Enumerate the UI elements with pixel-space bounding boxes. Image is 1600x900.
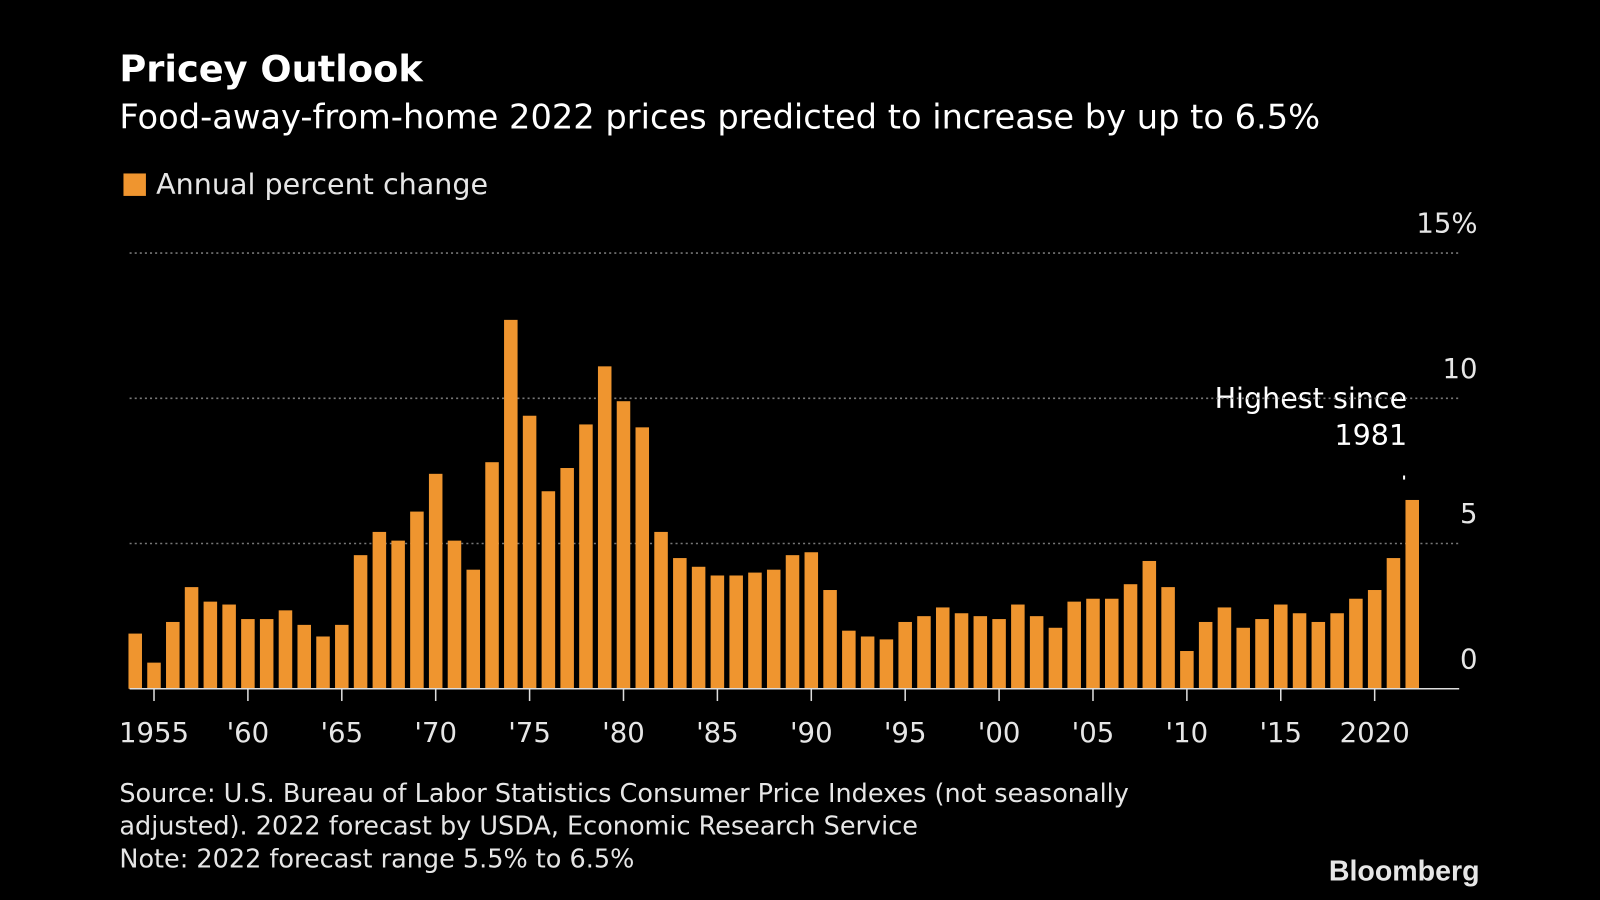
bar <box>166 621 180 689</box>
bar <box>748 572 762 689</box>
bar <box>1292 613 1307 689</box>
bar <box>654 531 668 689</box>
bar <box>316 636 330 689</box>
legend-swatch <box>123 173 146 196</box>
x-tick-label: '60 <box>227 717 270 749</box>
bar <box>898 621 912 689</box>
y-tick-label: 15% <box>1416 208 1477 240</box>
bar <box>935 607 950 689</box>
bar <box>1405 499 1419 689</box>
bar <box>1198 621 1213 689</box>
bar <box>335 624 349 689</box>
bar <box>504 319 518 689</box>
x-tick-label: 1955 <box>119 717 189 749</box>
bar <box>447 540 462 689</box>
bar <box>673 558 687 689</box>
bar <box>1274 604 1288 689</box>
source: Source: U.S. Bureau of Labor Statistics … <box>119 779 1128 809</box>
x-tick-label: '05 <box>1072 717 1115 749</box>
bar <box>1105 598 1119 689</box>
bar <box>1067 601 1081 689</box>
bar <box>1048 627 1063 689</box>
x-tick-label: '95 <box>884 717 927 749</box>
bar <box>184 587 199 689</box>
bar <box>466 569 481 689</box>
bar <box>804 552 819 689</box>
note: Note: 2022 forecast range 5.5% to 6.5% <box>119 844 634 874</box>
bar <box>785 555 800 689</box>
bar <box>992 619 1006 689</box>
bar <box>1142 560 1157 689</box>
bar <box>1386 558 1401 689</box>
bar <box>410 511 424 689</box>
bar <box>710 575 725 689</box>
bar <box>297 624 312 689</box>
bar <box>973 616 988 689</box>
bar <box>541 491 556 689</box>
x-tick-label: '90 <box>790 717 833 749</box>
bar <box>842 630 856 689</box>
bar <box>391 540 405 689</box>
x-tick-label: '85 <box>696 717 739 749</box>
bar <box>1011 604 1025 689</box>
bar <box>1236 627 1250 689</box>
bar <box>372 531 387 689</box>
bar <box>917 616 931 689</box>
logo: Bloomberg <box>1329 856 1480 888</box>
bar <box>1161 587 1175 689</box>
legend-label: Annual percent change <box>156 167 488 201</box>
bar <box>766 569 781 689</box>
bar <box>579 424 593 689</box>
bar <box>1217 607 1232 689</box>
x-tick-label: '70 <box>414 717 457 749</box>
bar <box>147 662 161 689</box>
bar <box>1123 584 1138 689</box>
bar <box>860 636 875 689</box>
bar <box>691 566 706 689</box>
bar <box>222 604 236 689</box>
chart-subtitle: Food-away-from-home 2022 prices predicte… <box>119 98 1320 137</box>
annotation: 1981 <box>1334 418 1407 452</box>
bar <box>729 575 743 689</box>
bar <box>1255 619 1269 689</box>
bar <box>823 590 837 689</box>
bar <box>241 619 255 689</box>
bar <box>1349 598 1363 689</box>
bar <box>353 555 368 689</box>
bar <box>1311 621 1326 689</box>
bar <box>485 462 499 689</box>
x-tick-label: '15 <box>1259 717 1302 749</box>
bar <box>203 601 218 689</box>
y-tick-label: 5 <box>1460 498 1478 530</box>
bar <box>128 633 142 689</box>
bar <box>635 427 650 689</box>
bar <box>522 415 537 689</box>
source: adjusted). 2022 forecast by USDA, Econom… <box>119 812 918 842</box>
bar <box>1330 613 1344 689</box>
y-tick-label: 0 <box>1460 643 1478 675</box>
bar <box>428 473 443 689</box>
x-tick-label: '75 <box>508 717 551 749</box>
bar <box>1029 616 1044 689</box>
bar <box>1367 590 1382 689</box>
bar <box>278 610 293 689</box>
bar <box>879 639 894 689</box>
bar <box>1086 598 1100 689</box>
x-tick-label: '00 <box>978 717 1021 749</box>
bar <box>1180 651 1194 689</box>
x-tick-label: '80 <box>602 717 645 749</box>
chart-title: Pricey Outlook <box>119 48 424 91</box>
bar <box>560 468 574 689</box>
x-tick-label: '10 <box>1166 717 1209 749</box>
bar <box>259 619 274 689</box>
bar <box>616 401 631 689</box>
x-tick-label: '65 <box>320 717 363 749</box>
y-tick-label: 10 <box>1442 353 1477 385</box>
x-tick-label: 2020 <box>1340 717 1410 749</box>
bar <box>954 613 969 689</box>
bar <box>597 366 612 689</box>
